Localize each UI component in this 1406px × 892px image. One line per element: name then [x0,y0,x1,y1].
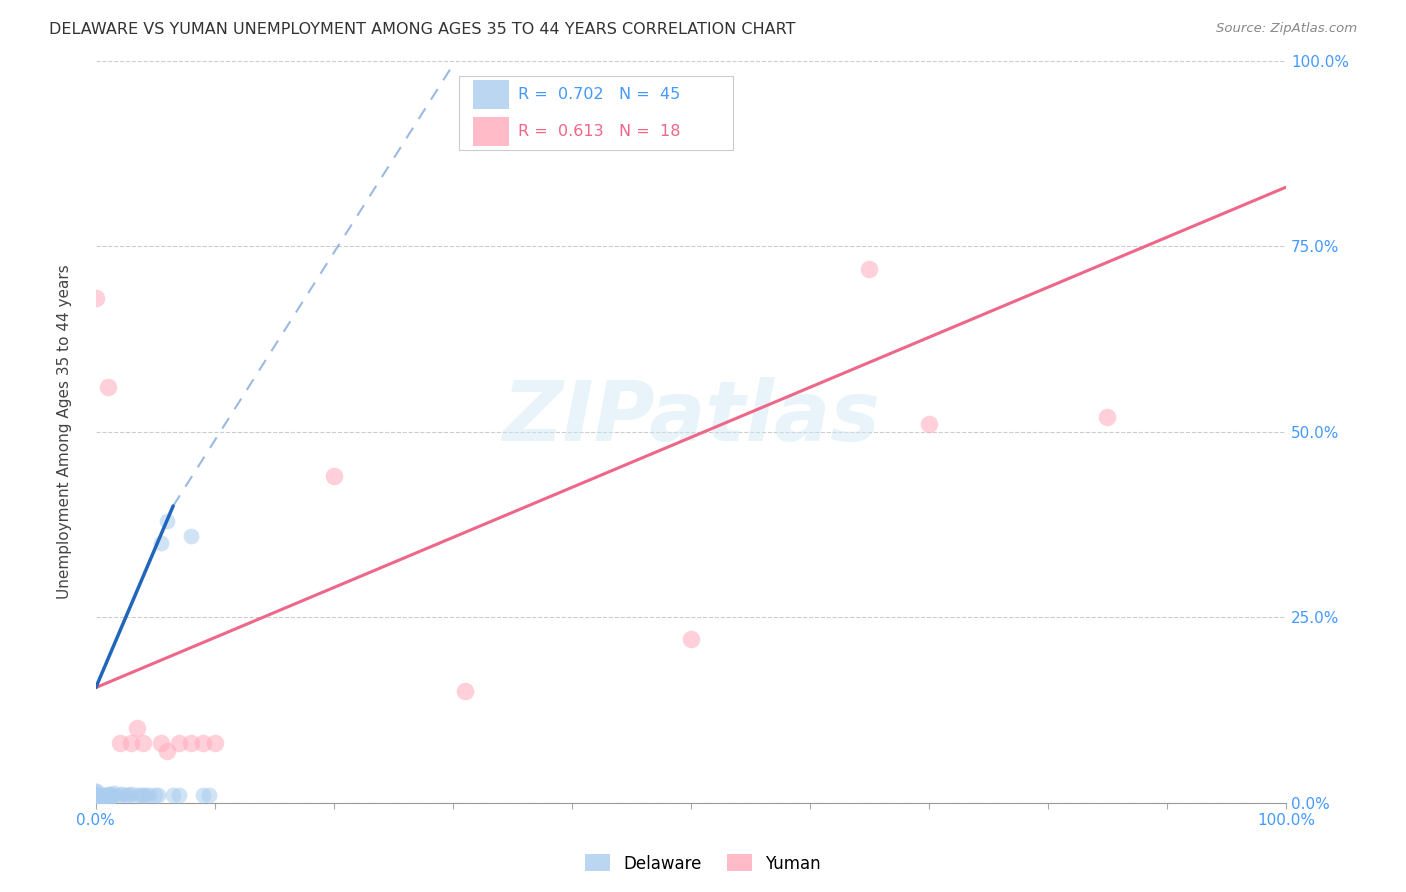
Point [167,788,190,802]
Legend: Delaware, Yuman: Delaware, Yuman [578,847,828,880]
Y-axis label: Unemployment Among Ages 35 to 44 years: Unemployment Among Ages 35 to 44 years [58,264,72,599]
Text: R =  0.613   N =  18: R = 0.613 N = 18 [519,124,681,139]
Point [84,790,107,805]
Point [204,736,226,750]
Point [108,788,131,802]
Point [84,792,107,806]
Point [918,417,941,432]
Point [150,736,173,750]
Point [156,744,179,758]
FancyBboxPatch shape [472,80,509,109]
Point [143,788,166,802]
Point [118,788,141,802]
Point [84,784,107,798]
Point [84,787,107,801]
Text: ZIPatlas: ZIPatlas [502,376,880,458]
Point [191,788,214,802]
Point [84,784,107,798]
Point [858,261,880,276]
Point [84,796,107,810]
Point [97,380,120,394]
Point [114,788,136,802]
Point [454,684,477,698]
Point [90,796,112,810]
FancyBboxPatch shape [458,76,733,150]
Text: R =  0.702   N =  45: R = 0.702 N = 45 [519,87,681,102]
Point [98,787,121,801]
Point [191,736,214,750]
Point [156,514,179,528]
Point [167,736,190,750]
Point [84,788,107,802]
Point [127,788,149,802]
Point [180,528,202,542]
Point [146,788,169,802]
Point [98,789,121,804]
Point [127,722,149,736]
Point [103,788,125,802]
Point [129,788,152,802]
Point [84,796,107,810]
Point [108,736,131,750]
Point [121,736,143,750]
Point [84,796,107,810]
Point [84,789,107,804]
Point [84,292,107,306]
Point [90,792,112,806]
Point [84,796,107,810]
Point [1097,409,1119,424]
Point [322,469,344,483]
Point [150,536,173,550]
Point [93,790,115,805]
Point [135,788,157,802]
Point [103,786,125,800]
Point [84,796,107,810]
Text: DELAWARE VS YUMAN UNEMPLOYMENT AMONG AGES 35 TO 44 YEARS CORRELATION CHART: DELAWARE VS YUMAN UNEMPLOYMENT AMONG AGE… [49,22,796,37]
Point [138,788,160,802]
Point [97,796,120,810]
Point [198,788,221,802]
Point [84,796,107,810]
Point [93,788,115,802]
Point [132,788,155,802]
Point [162,788,184,802]
Point [121,787,143,801]
Point [97,787,120,801]
FancyBboxPatch shape [472,118,509,145]
Point [180,736,202,750]
Point [84,788,107,802]
Point [132,736,155,750]
Point [94,788,117,802]
Text: Source: ZipAtlas.com: Source: ZipAtlas.com [1216,22,1357,36]
Point [84,787,107,801]
Point [111,787,134,801]
Point [679,632,702,647]
